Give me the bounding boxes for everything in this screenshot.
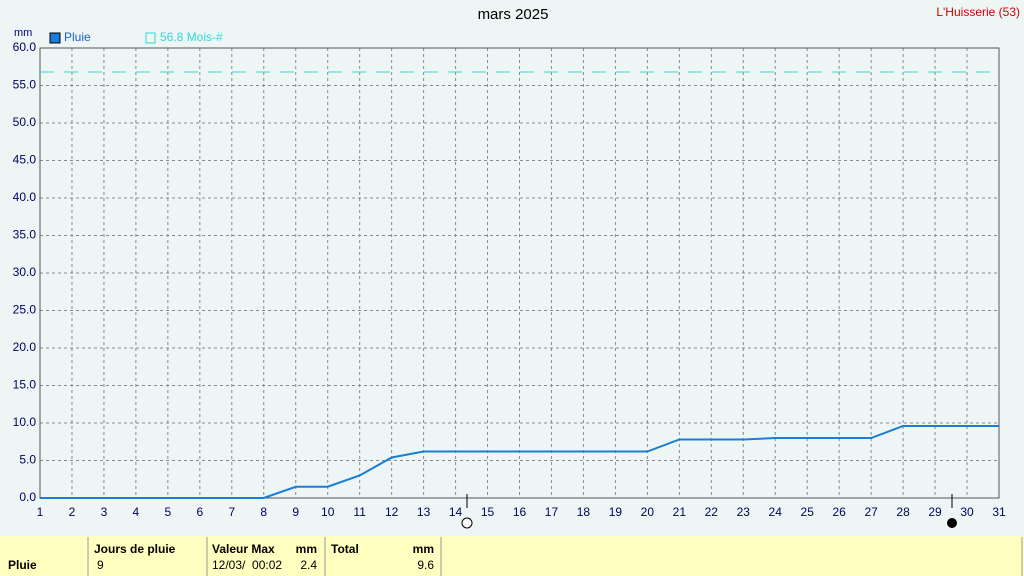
- x-tick-label: 7: [228, 505, 235, 519]
- x-tick-label: 5: [165, 505, 172, 519]
- x-tick-label: 29: [928, 505, 942, 519]
- legend-swatch: [145, 32, 156, 44]
- x-tick-label: 20: [641, 505, 655, 519]
- x-tick-label: 13: [417, 505, 431, 519]
- x-tick-label: 16: [513, 505, 527, 519]
- legend-label: Pluie: [64, 30, 91, 44]
- y-tick-label: 45.0: [13, 153, 37, 167]
- legend-label: 56.8 Mois-#: [160, 30, 223, 44]
- x-tick-label: 9: [292, 505, 299, 519]
- table-cell: 12/03/ 00:02: [212, 558, 282, 572]
- x-tick-label: 19: [609, 505, 623, 519]
- x-tick-label: 8: [260, 505, 267, 519]
- x-tick-label: 27: [864, 505, 878, 519]
- y-tick-label: 30.0: [13, 265, 37, 279]
- y-tick-label: 15.0: [13, 378, 37, 392]
- legend-swatch: [49, 32, 61, 44]
- series-line: [40, 425, 999, 499]
- y-tick-label: 5.0: [19, 453, 36, 467]
- table-cell: 9.6: [417, 558, 434, 572]
- table-cell: 2.4: [300, 558, 317, 572]
- y-tick-label: 55.0: [13, 78, 37, 92]
- x-tick-label: 25: [801, 505, 815, 519]
- y-tick-label: 0.0: [19, 490, 36, 504]
- table-header: mm: [296, 542, 317, 556]
- y-tick-label: 10.0: [13, 415, 37, 429]
- y-tick-label: 35.0: [13, 228, 37, 242]
- x-tick-label: 10: [321, 505, 335, 519]
- background: [0, 0, 1024, 536]
- x-tick-label: 4: [133, 505, 140, 519]
- y-tick-label: 60.0: [13, 40, 37, 54]
- x-tick-label: 26: [832, 505, 846, 519]
- moon-icon: [947, 518, 957, 528]
- x-tick-label: 15: [481, 505, 495, 519]
- x-tick-label: 18: [577, 505, 591, 519]
- table-header: Total: [331, 542, 359, 556]
- x-tick-label: 14: [449, 505, 463, 519]
- x-tick-label: 23: [737, 505, 751, 519]
- x-tick-label: 22: [705, 505, 719, 519]
- row-label: Pluie: [8, 558, 37, 572]
- x-tick-label: 12: [385, 505, 399, 519]
- x-tick-label: 17: [545, 505, 559, 519]
- table-header: Valeur Max: [212, 542, 275, 556]
- x-tick-label: 2: [69, 505, 76, 519]
- x-tick-label: 30: [960, 505, 974, 519]
- x-tick-label: 6: [196, 505, 203, 519]
- x-tick-label: 1: [37, 505, 44, 519]
- plot: 0.0 5.0 10.0 15.0 20.0 25.0 30.0 35.0 40.0 45.0 50…: [13, 40, 1006, 519]
- moon-icon: [461, 517, 473, 529]
- table-background: [0, 536, 1024, 576]
- x-tick-label: 24: [769, 505, 783, 519]
- table-cell: 9: [97, 558, 104, 572]
- x-tick-label: 21: [673, 505, 687, 519]
- table-header: mm: [413, 542, 434, 556]
- y-tick-label: 25.0: [13, 303, 37, 317]
- y-tick-label: 50.0: [13, 115, 37, 129]
- y-tick-label: 20.0: [13, 340, 37, 354]
- x-tick-label: 3: [101, 505, 108, 519]
- plot-frame: [39, 47, 1000, 499]
- y-tick-label: 40.0: [13, 190, 37, 204]
- x-tick-label: 28: [896, 505, 910, 519]
- y-unit: mm: [14, 27, 32, 39]
- x-tick-label: 31: [992, 505, 1006, 519]
- chart-title: mars 2025: [478, 6, 549, 23]
- table-header: Jours de pluie: [94, 542, 176, 556]
- x-tick-label: 11: [353, 505, 366, 519]
- station: L'Huisserie (53): [936, 5, 1020, 19]
